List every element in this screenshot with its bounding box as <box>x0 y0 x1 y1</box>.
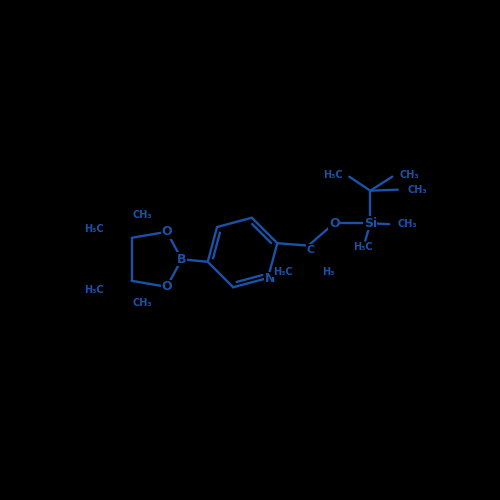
Text: N: N <box>265 272 275 285</box>
Text: CH₃: CH₃ <box>133 210 152 220</box>
Text: O: O <box>162 280 172 293</box>
Text: CH₃: CH₃ <box>133 298 152 308</box>
Text: Si: Si <box>364 216 377 230</box>
Text: H₃C: H₃C <box>272 266 292 276</box>
Text: O: O <box>329 216 340 230</box>
Text: O: O <box>162 226 172 238</box>
Text: H₃C: H₃C <box>84 224 104 234</box>
Text: H₃C: H₃C <box>353 242 372 252</box>
Text: H₃C: H₃C <box>84 285 104 295</box>
Text: CH₃: CH₃ <box>408 184 428 194</box>
Text: H₃: H₃ <box>322 266 334 276</box>
Text: H₃C: H₃C <box>323 170 343 179</box>
Text: C: C <box>306 244 314 254</box>
Text: CH₃: CH₃ <box>398 219 417 229</box>
Text: CH₃: CH₃ <box>400 170 419 179</box>
Text: B: B <box>177 253 186 266</box>
